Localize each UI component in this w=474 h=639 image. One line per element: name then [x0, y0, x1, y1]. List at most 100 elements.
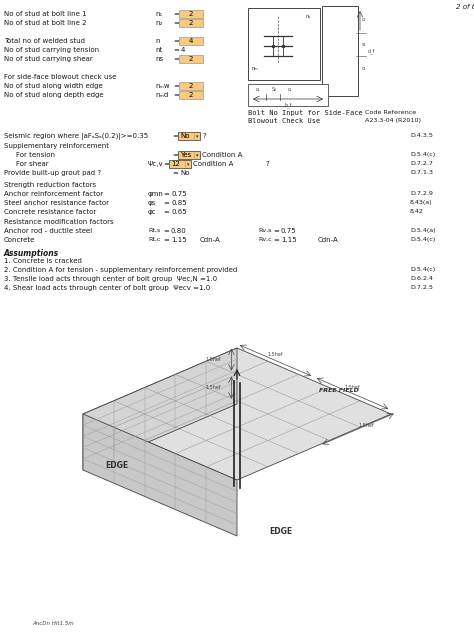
Text: c₁: c₁ — [362, 17, 366, 22]
Text: D.5.4(c): D.5.4(c) — [410, 152, 435, 157]
Text: =: = — [163, 228, 169, 234]
Text: =: = — [172, 152, 178, 158]
Text: No of stud at bolt line 1: No of stud at bolt line 1 — [4, 11, 87, 17]
Text: =: = — [173, 83, 179, 89]
Bar — [179, 19, 203, 27]
Text: Seismic region where |aFₐSₐ(0.2)|>=0.35: Seismic region where |aFₐSₐ(0.2)|>=0.35 — [4, 133, 148, 140]
Text: ▾: ▾ — [196, 153, 198, 158]
Text: 2: 2 — [189, 20, 193, 26]
Text: φmn: φmn — [148, 191, 164, 197]
Text: nₘ: nₘ — [252, 66, 259, 71]
Text: 8.42: 8.42 — [410, 209, 424, 214]
Text: EDGE: EDGE — [269, 527, 292, 536]
Bar — [322, 6, 358, 96]
Text: ?: ? — [202, 133, 206, 139]
Text: No of stud along width edge: No of stud along width edge — [4, 83, 103, 89]
Text: Steel anchor resistance factor: Steel anchor resistance factor — [4, 200, 109, 206]
Text: =: = — [173, 47, 179, 53]
Text: φs: φs — [148, 200, 156, 206]
Text: Condition A: Condition A — [202, 152, 242, 158]
Text: Rv,s: Rv,s — [258, 228, 272, 233]
Bar — [248, 84, 328, 106]
Text: 4: 4 — [189, 38, 193, 44]
Bar — [179, 55, 203, 63]
Text: 0.75: 0.75 — [281, 228, 297, 234]
Text: ▾: ▾ — [196, 134, 198, 139]
Text: D.7.1.3: D.7.1.3 — [410, 170, 433, 175]
Text: 4: 4 — [181, 47, 185, 53]
Text: b_f: b_f — [284, 102, 292, 108]
Polygon shape — [83, 348, 237, 470]
Text: =: = — [172, 170, 178, 176]
Text: ?: ? — [265, 161, 269, 167]
Bar — [179, 37, 203, 45]
Text: Strength reduction factors: Strength reduction factors — [4, 182, 96, 188]
Text: =: = — [173, 56, 179, 62]
Text: =: = — [163, 200, 169, 206]
Text: =: = — [273, 237, 279, 243]
Text: For tension: For tension — [16, 152, 55, 158]
Text: =: = — [163, 191, 169, 197]
Text: =: = — [163, 237, 169, 243]
Text: Cdn-A: Cdn-A — [200, 237, 221, 243]
Text: 0.75: 0.75 — [172, 191, 188, 197]
Text: AncDn Hit1.5m: AncDn Hit1.5m — [32, 621, 73, 626]
Bar — [178, 151, 200, 159]
Text: nᵥ: nᵥ — [306, 14, 311, 19]
Text: Bolt No Input for Side-Face: Bolt No Input for Side-Face — [248, 110, 363, 116]
Text: 1. Concrete is cracked: 1. Concrete is cracked — [4, 258, 82, 264]
Text: 1.5hef: 1.5hef — [206, 357, 221, 362]
Text: 0.85: 0.85 — [172, 200, 188, 206]
Text: A23.3-04 (R2010): A23.3-04 (R2010) — [365, 118, 421, 123]
Text: s₁: s₁ — [362, 42, 366, 47]
Text: EDGE: EDGE — [105, 461, 128, 470]
Text: No of stud carrying shear: No of stud carrying shear — [4, 56, 93, 62]
Text: ▾: ▾ — [187, 162, 189, 167]
Text: D.7.2.9: D.7.2.9 — [410, 191, 433, 196]
Text: 1.5hef: 1.5hef — [345, 385, 360, 390]
Text: Ψc,v: Ψc,v — [148, 161, 164, 167]
Text: No of stud carrying tension: No of stud carrying tension — [4, 47, 99, 53]
Text: c₄: c₄ — [256, 87, 261, 92]
Text: Supplementary reinforcement: Supplementary reinforcement — [4, 143, 109, 149]
Bar — [169, 160, 191, 168]
Text: Blowout Check Use: Blowout Check Use — [248, 118, 320, 124]
Text: 3. Tensile load acts through center of bolt group  Ψec,N =1.0: 3. Tensile load acts through center of b… — [4, 276, 217, 282]
Text: No: No — [180, 134, 190, 139]
Text: 0.80: 0.80 — [171, 228, 187, 234]
Text: No of stud along depth edge: No of stud along depth edge — [4, 92, 104, 98]
Text: n₂: n₂ — [155, 20, 163, 26]
Text: 1.5hef: 1.5hef — [268, 352, 283, 357]
Text: Provide built-up grout pad ?: Provide built-up grout pad ? — [4, 170, 101, 176]
Text: D.5.4(c): D.5.4(c) — [410, 267, 435, 272]
Text: Total no of welded stud: Total no of welded stud — [4, 38, 85, 44]
Text: =: = — [173, 38, 179, 44]
Text: =: = — [163, 161, 169, 167]
Text: nₘd: nₘd — [155, 92, 168, 98]
Text: Yes: Yes — [180, 152, 191, 158]
Text: Assumptions: Assumptions — [4, 249, 59, 258]
Text: Resistance modification factors: Resistance modification factors — [4, 219, 114, 225]
Text: =: = — [173, 20, 179, 26]
Text: Anchor rod - ductile steel: Anchor rod - ductile steel — [4, 228, 92, 234]
Text: nt: nt — [155, 47, 162, 53]
Text: 1.5hef: 1.5hef — [358, 424, 374, 428]
Text: Code Reference: Code Reference — [365, 110, 416, 115]
Text: FREE FIELD: FREE FIELD — [319, 388, 359, 393]
Text: ns: ns — [155, 56, 163, 62]
Bar — [248, 8, 320, 80]
Text: 2: 2 — [189, 12, 193, 17]
Text: Condition A: Condition A — [193, 161, 233, 167]
Text: Rt,s: Rt,s — [148, 228, 160, 233]
Text: Cdn-A: Cdn-A — [318, 237, 339, 243]
Text: =: = — [273, 228, 279, 234]
Bar — [178, 132, 200, 140]
Bar — [179, 82, 203, 90]
Text: 1.5hef: 1.5hef — [206, 385, 221, 390]
Text: 2: 2 — [189, 83, 193, 89]
Text: =: = — [163, 209, 169, 215]
Text: 1.15: 1.15 — [171, 237, 187, 243]
Text: 4. Shear load acts through center of bolt group  Ψecv =1.0: 4. Shear load acts through center of bol… — [4, 285, 210, 291]
Text: D.7.2.5: D.7.2.5 — [410, 285, 433, 290]
Text: No: No — [180, 170, 190, 176]
